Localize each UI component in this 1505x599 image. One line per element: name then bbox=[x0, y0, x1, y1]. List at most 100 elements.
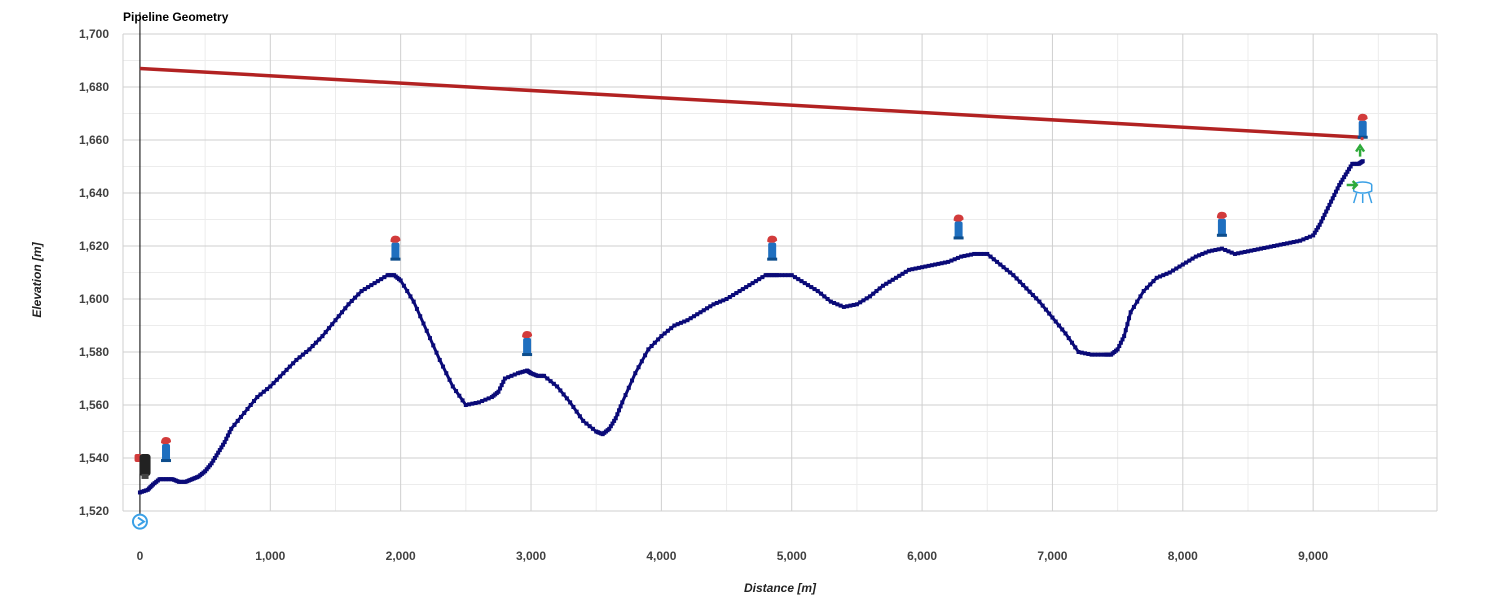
profile-point bbox=[476, 400, 481, 405]
profile-point bbox=[577, 414, 582, 419]
air-valve-body bbox=[1217, 218, 1226, 236]
profile-point bbox=[421, 321, 426, 326]
y-tick-label: 1,580 bbox=[79, 345, 109, 359]
profile-point bbox=[336, 314, 341, 319]
major-gridlines bbox=[122, 33, 1438, 512]
profile-point bbox=[1037, 299, 1042, 304]
profile-point bbox=[480, 399, 485, 404]
air-valve-icon bbox=[1357, 113, 1368, 139]
profile-point bbox=[1053, 319, 1058, 324]
profile-point bbox=[753, 279, 758, 284]
profile-point bbox=[1141, 289, 1146, 294]
profile-point bbox=[287, 364, 292, 369]
profile-point bbox=[646, 347, 651, 352]
profile-point bbox=[907, 267, 912, 272]
profile-point bbox=[786, 273, 791, 278]
profile-point bbox=[1177, 264, 1182, 269]
profile-point bbox=[949, 258, 954, 263]
air-valve-icon bbox=[767, 235, 778, 261]
profile-point bbox=[1079, 350, 1084, 355]
profile-point bbox=[1216, 247, 1221, 252]
profile-point bbox=[1319, 219, 1324, 224]
air-valve-base bbox=[390, 257, 401, 261]
x-tick-label: 2,000 bbox=[386, 549, 416, 563]
profile-point bbox=[978, 251, 983, 256]
profile-point bbox=[398, 278, 403, 283]
profile-point bbox=[903, 269, 908, 274]
profile-point bbox=[379, 277, 384, 282]
hydraulic-grade-line bbox=[139, 66, 1363, 140]
profile-point bbox=[265, 387, 270, 392]
profile-point bbox=[304, 350, 309, 354]
profile-point bbox=[714, 300, 719, 305]
profile-point bbox=[418, 314, 423, 319]
profile-point bbox=[1312, 230, 1317, 235]
profile-point bbox=[848, 303, 853, 308]
y-tick-label: 1,520 bbox=[79, 504, 109, 518]
profile-point bbox=[551, 381, 556, 386]
profile-point bbox=[320, 334, 325, 339]
profile-point bbox=[985, 251, 990, 256]
profile-point bbox=[1213, 247, 1218, 252]
profile-point bbox=[310, 344, 315, 349]
profile-point bbox=[1347, 167, 1352, 172]
profile-point bbox=[701, 308, 706, 313]
profile-point bbox=[1226, 249, 1231, 254]
profile-point bbox=[245, 406, 250, 411]
profile-point bbox=[454, 389, 459, 394]
profile-point bbox=[1096, 352, 1101, 357]
profile-point bbox=[518, 370, 523, 375]
profile-point bbox=[1314, 228, 1319, 233]
profile-point bbox=[473, 401, 478, 406]
profile-point bbox=[1320, 216, 1325, 221]
air-valve-body bbox=[391, 242, 400, 260]
profile-point bbox=[1330, 196, 1335, 201]
profile-point bbox=[633, 371, 638, 376]
pump-circle bbox=[131, 513, 148, 530]
profile-point bbox=[1073, 345, 1078, 350]
x-tick-label: 1,000 bbox=[255, 549, 285, 563]
profile-point bbox=[890, 277, 895, 282]
profile-point bbox=[608, 424, 613, 429]
profile-point bbox=[1249, 248, 1254, 253]
profile-point bbox=[936, 261, 941, 266]
profile-point bbox=[612, 418, 617, 423]
profile-point bbox=[1197, 253, 1202, 258]
profile-point bbox=[792, 275, 797, 280]
profile-point bbox=[219, 445, 224, 450]
profile-point bbox=[975, 251, 980, 256]
profile-point bbox=[405, 289, 410, 294]
profile-point bbox=[933, 262, 938, 267]
profile-point bbox=[643, 353, 648, 358]
profile-point bbox=[1089, 352, 1094, 357]
profile-point bbox=[248, 403, 253, 407]
profile-point bbox=[1063, 331, 1068, 336]
profile-point bbox=[209, 461, 214, 466]
profile-point bbox=[678, 320, 683, 325]
profile-point bbox=[916, 265, 921, 270]
profile-point bbox=[343, 306, 348, 311]
profile-point bbox=[1281, 242, 1286, 247]
profile-point bbox=[1343, 172, 1348, 177]
profile-point bbox=[965, 253, 970, 258]
profile-point bbox=[929, 263, 934, 268]
profile-point bbox=[1203, 250, 1208, 255]
profile-point bbox=[1245, 249, 1250, 254]
profile-point bbox=[346, 302, 351, 307]
profile-point bbox=[652, 340, 657, 345]
profile-point bbox=[222, 440, 227, 445]
profile-point bbox=[724, 297, 729, 301]
profile-point bbox=[255, 395, 260, 400]
profile-point bbox=[819, 291, 824, 296]
profile-point bbox=[463, 403, 468, 407]
profile-point bbox=[1285, 241, 1290, 246]
profile-point bbox=[799, 279, 804, 284]
profile-point bbox=[783, 273, 788, 278]
profile-point bbox=[1001, 265, 1006, 270]
profile-point bbox=[232, 422, 237, 427]
air-valve-base bbox=[522, 353, 533, 357]
profile-point bbox=[776, 273, 781, 278]
profile-point bbox=[656, 337, 661, 342]
profile-point bbox=[1232, 251, 1237, 256]
